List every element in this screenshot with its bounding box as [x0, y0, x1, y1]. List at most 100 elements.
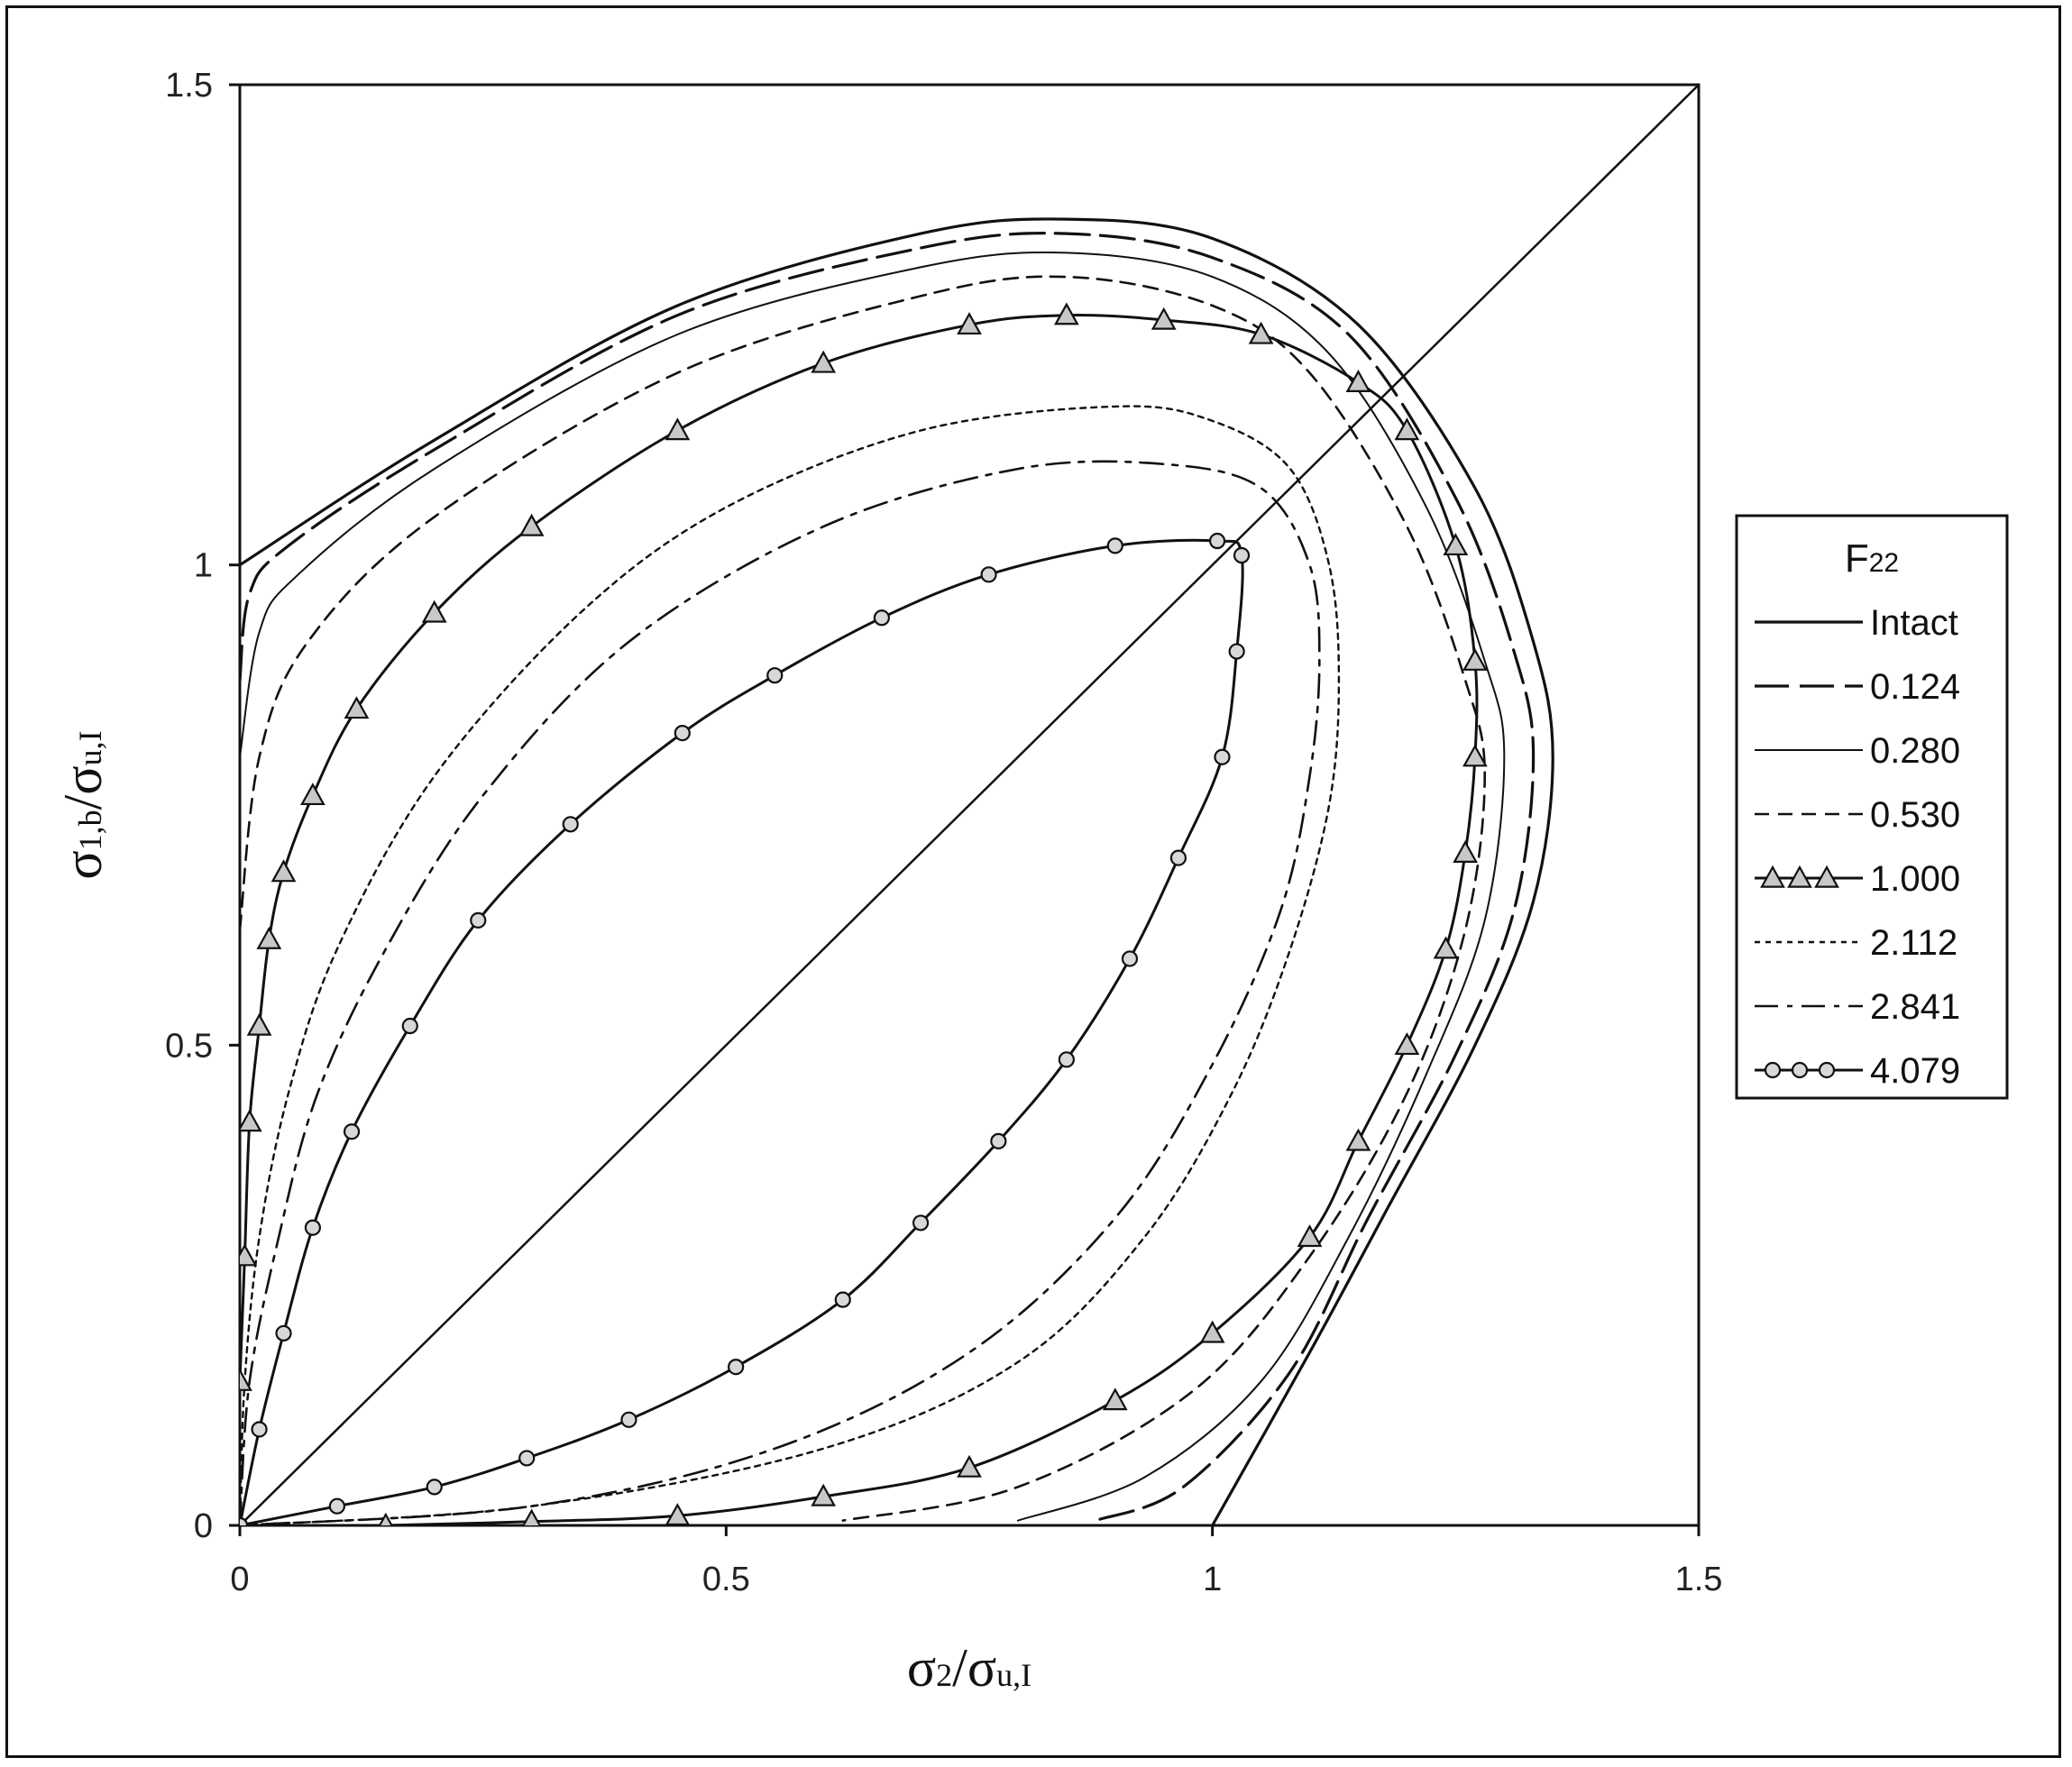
y-tick-label: 0 — [194, 1507, 213, 1545]
circle-marker — [343, 1123, 361, 1140]
series-line-2-841 — [240, 460, 1321, 1525]
triangle-marker — [1394, 417, 1420, 441]
triangle-marker — [240, 1368, 252, 1391]
markers-layer — [240, 302, 1488, 1525]
circle-marker — [980, 566, 997, 583]
series-line-0-280 — [240, 251, 1506, 1522]
circle-marker — [470, 911, 487, 929]
circle-marker — [1228, 643, 1245, 660]
series-line-1-000 — [240, 314, 1479, 1525]
legend-label: 0.280 — [1870, 731, 1960, 771]
circle-marker — [728, 1359, 745, 1376]
triangle-marker — [957, 1454, 982, 1478]
legend-box — [1735, 514, 2009, 1100]
circle-marker — [834, 1291, 851, 1308]
triangle-marker — [1297, 1224, 1323, 1248]
legend-label: 1.000 — [1870, 859, 1960, 899]
circle-marker — [1214, 748, 1231, 765]
y-axis-title: σ1,b/σu,I — [53, 730, 113, 879]
triangle-marker — [270, 859, 297, 883]
series-layer — [240, 217, 1554, 1525]
series-line-0-530 — [240, 275, 1486, 1522]
triangle-marker — [1462, 647, 1488, 671]
series-line-2-112 — [240, 405, 1341, 1525]
triangle-marker — [240, 1243, 258, 1267]
legend-label: 4.079 — [1870, 1051, 1960, 1091]
circle-marker — [328, 1497, 345, 1515]
circle-marker — [766, 667, 784, 684]
circle-marker — [275, 1324, 292, 1342]
triangle-marker — [1151, 307, 1177, 330]
diagonal-line — [240, 85, 1699, 1525]
triangle-marker — [1453, 840, 1478, 863]
triangle-marker — [1248, 321, 1274, 344]
triangle-marker — [1433, 936, 1459, 959]
legend-marker — [1814, 865, 1839, 888]
circle-marker — [1208, 532, 1226, 550]
legend-title: F22 — [1845, 536, 1899, 581]
triangle-marker — [811, 350, 837, 373]
triangle-marker — [1054, 302, 1079, 325]
figure-frame — [5, 5, 2061, 1758]
triangle-marker — [378, 1512, 393, 1525]
triangle-marker — [811, 1483, 837, 1506]
triangle-marker — [300, 783, 325, 806]
plot-area — [238, 83, 1701, 1527]
legend-marker — [1791, 1061, 1809, 1079]
circle-marker — [674, 724, 691, 742]
axis-ticks: 00 0.5 0.5 1 1 1.5 1.5 — [165, 67, 1722, 1598]
triangle-marker — [1462, 744, 1488, 767]
circle-marker — [518, 1450, 536, 1467]
legend-marker — [1818, 1061, 1836, 1079]
x-tick-label: 1 — [1203, 1561, 1222, 1598]
circle-marker — [620, 1411, 637, 1428]
triangle-marker — [1394, 1032, 1420, 1056]
triangle-marker — [665, 417, 691, 441]
circle-marker — [240, 1516, 249, 1525]
legend-items: Intact 0.124 0.280 0.530 1.000 2.112 2.841 4.07… — [1755, 603, 1960, 1091]
circle-marker — [562, 816, 579, 833]
legend-label: 0.124 — [1870, 667, 1960, 707]
triangle-marker — [518, 513, 545, 536]
triangle-marker — [522, 1508, 541, 1525]
triangle-marker — [957, 312, 982, 335]
legend-label: 2.841 — [1870, 987, 1960, 1027]
legend-label: 2.112 — [1870, 923, 1957, 963]
circle-marker — [912, 1214, 930, 1231]
triangle-marker — [421, 600, 447, 623]
circle-marker — [401, 1017, 418, 1035]
series-line-0-124 — [240, 232, 1536, 1523]
circle-marker — [873, 609, 891, 627]
triangle-marker — [665, 1503, 691, 1525]
x-tick-label: 0 — [230, 1561, 249, 1598]
circle-marker — [1121, 950, 1139, 967]
circle-marker — [1058, 1051, 1075, 1068]
series-line-intact — [240, 217, 1554, 1525]
triangle-marker — [240, 1109, 262, 1132]
y-tick-label: 1 — [194, 547, 213, 585]
circle-marker — [304, 1219, 321, 1236]
legend-marker — [1764, 1061, 1782, 1079]
circle-marker — [1169, 849, 1187, 866]
reference-diagonal — [240, 85, 1699, 1525]
triangle-marker — [1443, 533, 1469, 556]
y-tick-label: 1.5 — [165, 67, 213, 105]
triangle-marker — [1345, 1128, 1371, 1151]
legend-marker — [1760, 865, 1785, 888]
triangle-marker — [1102, 1387, 1128, 1411]
circle-marker — [990, 1132, 1007, 1149]
triangle-marker — [256, 926, 282, 949]
circle-marker — [251, 1421, 268, 1438]
legend-label: 0.530 — [1870, 795, 1960, 835]
legend-marker — [1787, 865, 1812, 888]
circle-marker — [1233, 546, 1251, 564]
x-tick-label: 1.5 — [1675, 1561, 1723, 1598]
triangle-marker — [344, 696, 370, 719]
triangle-marker — [1345, 369, 1371, 392]
circle-marker — [426, 1479, 443, 1496]
x-tick-label: 0.5 — [702, 1561, 750, 1598]
legend-label: Intact — [1870, 603, 1958, 643]
triangle-marker — [1199, 1320, 1225, 1343]
legend: F22 Intact 0.124 0.280 0.530 1.000 2.112 2.841… — [1735, 514, 2009, 1100]
